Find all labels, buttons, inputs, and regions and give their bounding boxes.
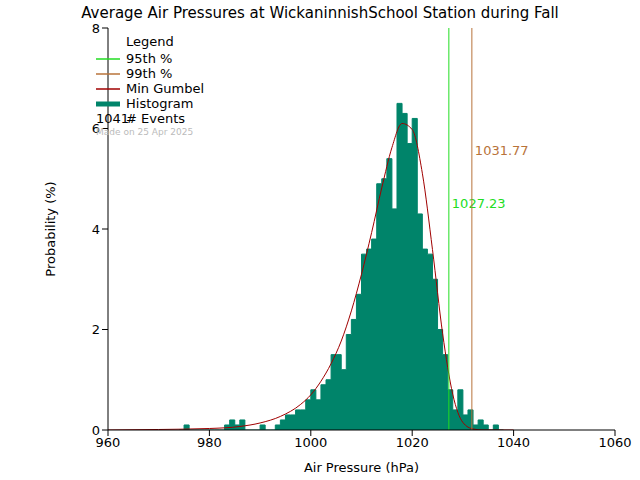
svg-text:2: 2	[92, 322, 100, 337]
html-text:99th %: 99th %	[126, 66, 173, 81]
svg-text:1000: 1000	[294, 435, 327, 450]
svg-text:1027.23: 1027.23	[452, 196, 506, 211]
html-text:Min Gumbel: Min Gumbel	[126, 81, 204, 96]
svg-text:8: 8	[92, 21, 100, 36]
svg-text:960: 960	[95, 435, 121, 451]
svg-text:1040: 1040	[497, 435, 530, 450]
html-text:95th %: 95th %	[126, 51, 173, 66]
svg-text:6: 6	[91, 121, 100, 137]
html-text:Legend: Legend	[126, 34, 174, 49]
html-text:# Events: # Events	[126, 111, 185, 126]
svg-text:1031.77: 1031.77	[475, 143, 529, 158]
html-text:Histogram: Histogram	[126, 96, 194, 111]
svg-text:4: 4	[92, 222, 100, 237]
svg-text:Air Pressure (hPa): Air Pressure (hPa)	[304, 460, 419, 475]
html-text:Made on 25 Apr 2025: Made on 25 Apr 2025	[96, 127, 194, 137]
svg-text:980: 980	[197, 435, 222, 450]
svg-text:1020: 1020	[396, 435, 429, 450]
html-text:1041: 1041	[96, 111, 130, 126]
svg-text:1060: 1060	[598, 435, 631, 450]
html-text:Average Air Pressures at Wicka: Average Air Pressures at WickaninnishSch…	[81, 4, 559, 22]
svg-text:0: 0	[92, 423, 100, 438]
svg-text:Probability (%): Probability (%)	[43, 181, 58, 276]
